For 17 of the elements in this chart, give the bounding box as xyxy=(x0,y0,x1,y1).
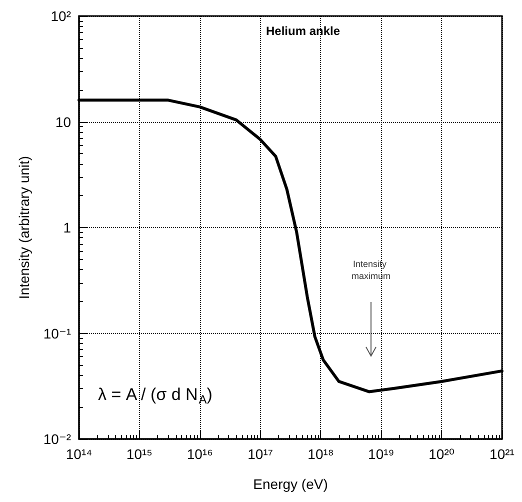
annotation: Intensity maximum xyxy=(351,259,391,281)
y-tick-label: 1 xyxy=(63,220,72,236)
y-axis-title: Intensity (arbitrary unit) xyxy=(16,156,32,300)
x-tick-label: 10¹⁴ xyxy=(66,446,92,462)
y-tick-label: 10⁻² xyxy=(43,431,72,447)
x-tick-label: 10¹⁸ xyxy=(308,446,334,462)
x-tick-label: 10¹⁷ xyxy=(248,446,273,462)
x-tick-label: 10¹⁹ xyxy=(368,446,394,462)
x-tick-label: 10²¹ xyxy=(490,446,515,462)
x-axis-title: Energy (eV) xyxy=(253,476,328,492)
y-tick-label: 10⁻¹ xyxy=(43,325,72,342)
y-tick-label: 10² xyxy=(50,8,72,24)
y-tick-label: 10 xyxy=(55,114,72,130)
x-tick-label: 10²⁰ xyxy=(428,446,455,462)
text: Helium ankle xyxy=(266,24,340,38)
x-tick-label: 10¹⁶ xyxy=(186,446,213,462)
x-tick-label: 10¹⁵ xyxy=(126,446,152,462)
